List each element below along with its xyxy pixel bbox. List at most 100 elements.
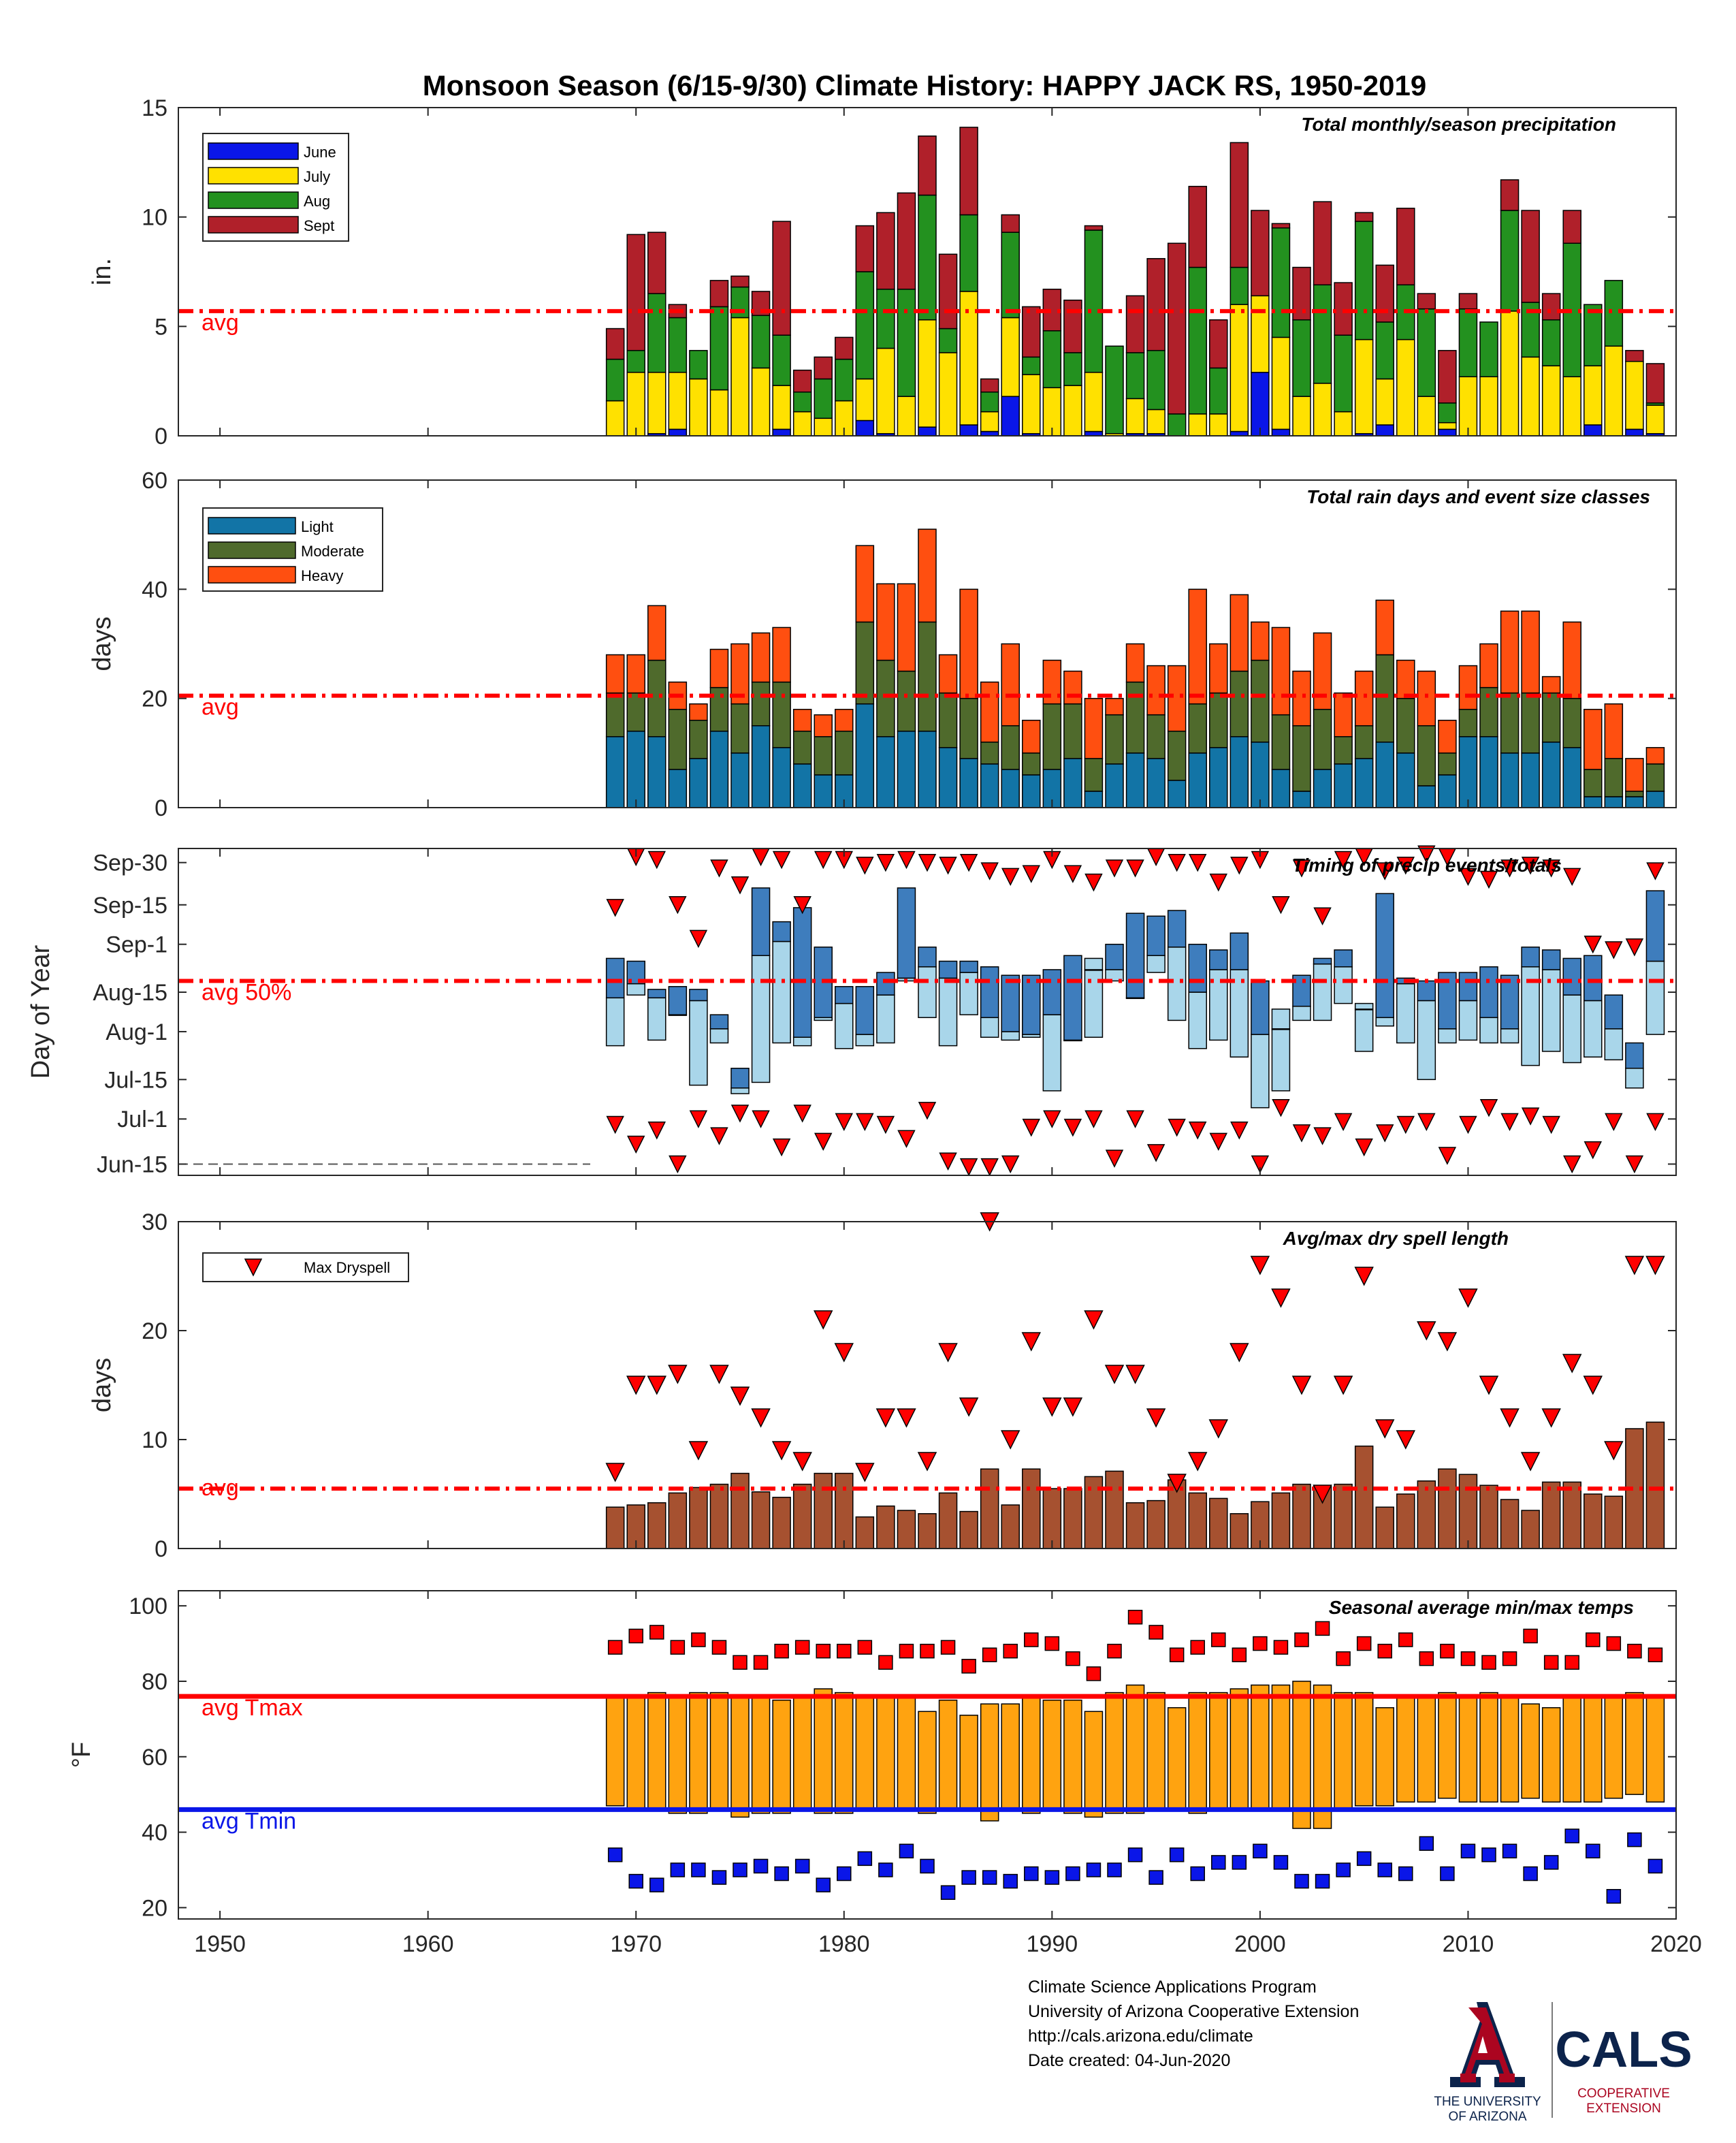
temp-range-bar (772, 1699, 791, 1814)
precip-bar (647, 232, 666, 294)
average-label: avg (202, 695, 239, 720)
event-marker (1375, 1419, 1395, 1439)
timing-bar-upper (1625, 1042, 1644, 1069)
abs-tmin-marker (982, 1870, 997, 1885)
event-marker (1541, 1408, 1561, 1428)
precip-bar (1146, 257, 1166, 351)
event-marker (1313, 1127, 1332, 1145)
precip-bar (689, 349, 708, 380)
abs-tmax-marker (1398, 1632, 1413, 1647)
precip-bar (1458, 376, 1478, 436)
dryspell-bar (1209, 1497, 1228, 1549)
dryspell-bar (605, 1506, 625, 1549)
precip-bar (751, 367, 771, 436)
abs-tmin-marker (774, 1866, 789, 1882)
precip-bar (897, 192, 916, 290)
y-tick-label: 20 (142, 686, 167, 712)
timing-bar-lower (1001, 1031, 1020, 1041)
precip-bar (1125, 398, 1145, 434)
timing-bar-lower (938, 977, 958, 1047)
abs-tmin-marker (753, 1858, 769, 1874)
dryspell-bar (1458, 1474, 1478, 1549)
precip-bar (1438, 422, 1457, 430)
abs-tmax-marker (940, 1640, 956, 1655)
precip-bar (792, 369, 812, 393)
abs-tmax-marker (1502, 1651, 1517, 1666)
timing-bar-lower (751, 955, 771, 1083)
precip-bar (1375, 378, 1394, 426)
event-marker (605, 1463, 625, 1482)
timing-bar-lower (1084, 957, 1104, 1038)
precip-bar (668, 428, 688, 436)
arizona-a-icon (1450, 2002, 1525, 2087)
precip-bar (1022, 356, 1041, 375)
event-marker (1417, 845, 1436, 863)
raindays-bar (1562, 697, 1581, 748)
legend-label: Light (301, 518, 334, 535)
event-marker (1168, 853, 1186, 872)
y-tick-label: 20 (142, 1318, 167, 1344)
event-marker (1520, 1452, 1541, 1472)
event-marker (1605, 941, 1623, 959)
temp-range-bar (1313, 1684, 1332, 1829)
precip-bar (897, 396, 916, 436)
precip-bar (1042, 330, 1062, 389)
dryspell-bar (1063, 1488, 1082, 1549)
axes-frame (178, 1221, 1677, 1549)
precip-bar (1541, 319, 1561, 366)
raindays-bar (792, 763, 812, 808)
legend-label: Moderate (301, 543, 364, 560)
raindays-bar (605, 692, 625, 737)
y-tick-label: 5 (155, 314, 167, 340)
abs-tmin-marker (940, 1885, 956, 1900)
temp-range-bar (1500, 1696, 1520, 1803)
timing-bar-lower (1396, 983, 1415, 1044)
legend-swatch (208, 517, 296, 535)
event-marker (980, 1158, 999, 1177)
precip-bar (1541, 293, 1561, 321)
raindays-bar (855, 621, 875, 705)
abs-tmin-marker (1647, 1858, 1663, 1874)
raindays-bar (1084, 791, 1104, 808)
event-marker (730, 876, 750, 895)
raindays-panel: avg 0 20 40 60 days Total rain days and event … (88, 468, 1677, 821)
raindays-bar (918, 731, 937, 808)
dryspell-bar (1417, 1480, 1436, 1549)
temp-range-bar (1105, 1692, 1124, 1814)
footer-url: http://cals.arizona.edu/climate (1028, 2027, 1253, 2046)
timing-bar-lower (1188, 991, 1207, 1049)
precip-bar (1625, 360, 1644, 430)
raindays-bar (1125, 643, 1145, 683)
abs-tmax-marker (1440, 1643, 1455, 1659)
dryspell-bar (792, 1483, 812, 1549)
temp-range-bar (1063, 1699, 1082, 1814)
temp-range-bar (709, 1692, 729, 1811)
raindays-bar (1438, 719, 1457, 754)
dryspell-bar (1562, 1481, 1581, 1549)
precip-bar (1271, 227, 1291, 338)
timing-bar-upper (1188, 943, 1207, 993)
raindays-bar (1458, 665, 1478, 710)
temps-panel: avg Tmax avg Tmin 1950 1960 1970 1980 1990 2000… (67, 1590, 1702, 1957)
timing-bar-lower (1521, 966, 1540, 1066)
precip-bar (1063, 385, 1082, 436)
university-logo: THE UNIVERSITY OF ARIZONA CALS COOPERATI… (1419, 1988, 1692, 2125)
precip-bar (1167, 242, 1187, 415)
raindays-bar (1001, 769, 1020, 808)
abs-tmax-marker (837, 1643, 852, 1659)
event-marker (1042, 1397, 1062, 1417)
abs-tmin-marker (1627, 1832, 1642, 1847)
event-marker (771, 1441, 792, 1461)
precip-bar (1458, 293, 1478, 310)
precip-bar (626, 349, 645, 373)
precip-bar (1084, 372, 1104, 432)
event-marker (897, 851, 916, 870)
abs-tmin-marker (961, 1870, 976, 1885)
precip-bar (1229, 142, 1249, 268)
precip-bar (1354, 212, 1374, 222)
raindays-bar (626, 731, 645, 808)
event-marker (1168, 1118, 1186, 1137)
timing-bar-upper (1604, 994, 1624, 1030)
abs-tmax-marker (1647, 1647, 1663, 1662)
y-tick-label: 60 (142, 468, 167, 494)
